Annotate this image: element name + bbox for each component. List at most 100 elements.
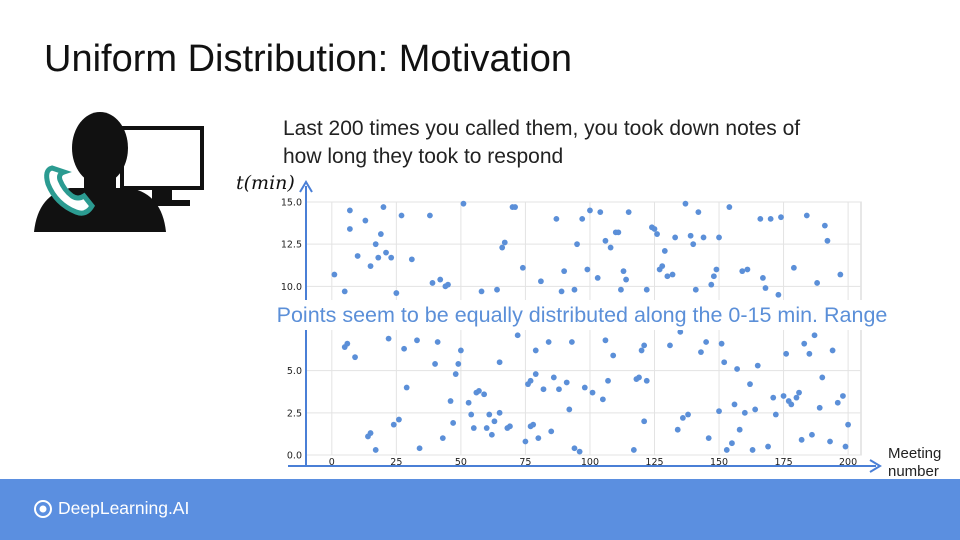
data-point — [450, 420, 457, 426]
x-tick-label: 25 — [390, 457, 402, 468]
y-axis-label: t(min) — [236, 172, 295, 194]
data-point — [770, 394, 777, 401]
data-point — [739, 268, 746, 275]
data-point — [775, 291, 782, 298]
data-point — [346, 226, 353, 232]
data-point — [377, 231, 384, 237]
data-point — [710, 273, 717, 280]
slide-subtitle: Last 200 times you called them, you took… — [283, 115, 923, 171]
data-point — [331, 271, 338, 278]
data-point — [346, 207, 353, 214]
data-point — [816, 404, 823, 411]
y-tick-label: 15.0 — [281, 198, 302, 209]
data-point — [623, 276, 629, 283]
data-point — [814, 280, 821, 286]
data-point — [643, 377, 650, 384]
data-point — [341, 288, 348, 295]
data-point — [783, 350, 790, 357]
data-point — [396, 416, 402, 423]
data-point — [840, 393, 846, 399]
data-point — [654, 231, 660, 237]
x-tick-label: 150 — [710, 457, 728, 468]
data-point — [672, 234, 679, 241]
data-point — [796, 389, 802, 396]
data-point — [385, 335, 392, 342]
data-point — [362, 217, 369, 224]
data-point — [708, 281, 715, 288]
data-point — [703, 339, 710, 345]
x-tick-label: 125 — [645, 457, 663, 468]
data-point — [692, 286, 699, 293]
data-point — [594, 275, 601, 281]
data-point — [685, 411, 691, 418]
x-tick-label: 100 — [581, 457, 599, 468]
data-point — [488, 431, 495, 438]
data-point — [788, 401, 795, 408]
data-point — [803, 212, 810, 219]
data-point — [778, 214, 784, 221]
data-point — [468, 411, 475, 418]
data-point — [602, 237, 609, 244]
data-point — [767, 215, 774, 222]
data-point — [558, 288, 565, 295]
data-point — [599, 396, 606, 403]
data-point — [630, 447, 637, 453]
data-point — [674, 426, 681, 433]
data-point — [390, 421, 397, 428]
data-point — [790, 264, 797, 271]
data-point — [602, 337, 609, 344]
data-point — [736, 426, 743, 433]
y-tick-label: 10.0 — [281, 282, 302, 293]
y-tick-label: 0.0 — [287, 451, 302, 462]
data-point — [705, 435, 712, 442]
data-point — [687, 232, 694, 239]
data-point — [427, 212, 433, 219]
data-point — [734, 366, 740, 372]
data-point — [414, 337, 420, 344]
data-point — [447, 398, 454, 404]
data-point — [651, 226, 658, 232]
data-point — [615, 229, 622, 236]
data-point — [723, 447, 730, 453]
data-point — [638, 347, 645, 354]
data-point — [827, 438, 833, 445]
data-point — [741, 409, 748, 416]
data-point — [354, 253, 361, 259]
data-point — [408, 256, 415, 263]
data-point — [793, 394, 800, 401]
data-point — [372, 447, 379, 453]
data-point — [522, 438, 529, 445]
deeplearning-logo-icon — [34, 499, 52, 518]
footer-bar — [0, 479, 960, 540]
data-point — [610, 352, 617, 359]
brand-logo: DeepLearning.AI — [34, 498, 189, 519]
annotation-text: Points seem to be equally distributed al… — [232, 300, 932, 330]
data-point — [380, 204, 387, 210]
data-point — [625, 209, 632, 216]
x-tick-label: 0 — [329, 457, 335, 468]
data-point — [344, 340, 351, 347]
y-tick-label: 2.5 — [287, 408, 302, 419]
data-point — [375, 254, 382, 261]
x-tick-label: 175 — [774, 457, 792, 468]
data-point — [643, 286, 650, 293]
y-tick-label: 12.5 — [281, 240, 302, 251]
data-point — [496, 409, 503, 416]
data-point — [744, 266, 751, 273]
data-point — [690, 241, 697, 248]
data-point — [584, 266, 591, 273]
data-point — [716, 408, 722, 415]
data-point — [416, 445, 423, 452]
data-point — [842, 443, 849, 450]
data-point — [731, 401, 738, 408]
x-tick-label: 75 — [519, 457, 531, 468]
data-point — [352, 354, 358, 361]
data-point — [718, 340, 725, 347]
data-point — [698, 349, 704, 356]
data-point — [754, 362, 761, 369]
data-point — [398, 212, 405, 219]
data-point — [762, 285, 769, 291]
data-point — [514, 332, 521, 339]
data-point — [476, 388, 482, 394]
